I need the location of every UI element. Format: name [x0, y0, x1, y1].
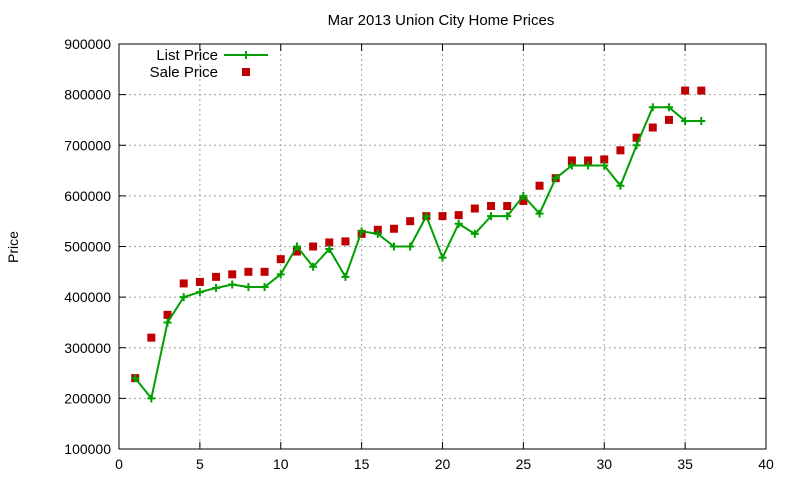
- list-price-point: [228, 280, 237, 289]
- list-price-point: [357, 227, 366, 236]
- y-tick-label: 600000: [64, 188, 111, 204]
- list-price-point: [438, 253, 447, 262]
- sale-price-point: [664, 115, 673, 124]
- list-price-point: [389, 242, 398, 251]
- list-price-point: [535, 209, 544, 218]
- sale-price-point: [179, 279, 188, 288]
- sale-price-point: [292, 247, 301, 256]
- list-price-point: [147, 394, 156, 403]
- sale-price-point: [535, 181, 544, 190]
- sale-price-point: [697, 86, 706, 95]
- sale-price-point: [600, 155, 609, 164]
- x-tick-label: 40: [758, 456, 774, 472]
- legend: List Price Sale Price: [150, 47, 268, 81]
- list-price-point: [260, 283, 269, 291]
- sale-price-point: [163, 310, 172, 319]
- x-tick-label: 20: [435, 456, 451, 472]
- y-tick-label: 200000: [64, 390, 111, 406]
- list-price-point: [276, 270, 285, 279]
- list-price-point: [406, 242, 415, 251]
- list-price-point: [454, 219, 463, 228]
- list-price-point: [584, 161, 593, 170]
- x-tick-label: 30: [596, 456, 612, 472]
- list-price-point: [632, 141, 641, 150]
- y-tick-label: 800000: [64, 87, 111, 103]
- sale-price-point: [681, 86, 690, 95]
- y-tick-label: 400000: [64, 289, 111, 305]
- list-price-point: [422, 212, 431, 221]
- list-price-point: [212, 284, 221, 293]
- sale-price-point: [195, 277, 204, 286]
- legend-label-sale-price: Sale Price: [150, 64, 218, 81]
- list-price-point: [567, 161, 576, 170]
- list-price-point: [163, 318, 172, 327]
- sale-price-point: [487, 202, 496, 210]
- list-price-point: [664, 103, 673, 112]
- sale-price-point: [309, 242, 318, 251]
- list-price-point: [519, 191, 528, 200]
- sale-price-point: [325, 238, 334, 247]
- sale-price-point: [503, 202, 512, 210]
- sale-price-point: [406, 217, 415, 226]
- sale-price-point: [616, 146, 625, 155]
- x-tick-label: 0: [115, 456, 123, 472]
- sale-price-point: [454, 211, 463, 220]
- y-tick-label: 700000: [64, 137, 111, 153]
- sale-price-point: [648, 123, 657, 132]
- plot-frame: [118, 43, 767, 450]
- list-price-point: [244, 283, 253, 291]
- legend-marker-sale-price: [242, 68, 250, 76]
- sale-price-point: [567, 156, 576, 165]
- legend-marker-list-price: [242, 51, 250, 59]
- x-tick-label: 15: [354, 456, 370, 472]
- list-price-point: [648, 103, 657, 112]
- x-tick-label: 35: [677, 456, 693, 472]
- list-price-point: [179, 293, 188, 302]
- sale-price-point: [470, 204, 479, 213]
- list-price-point: [487, 212, 496, 221]
- x-tick-label: 10: [273, 456, 289, 472]
- y-tick-label: 300000: [64, 340, 111, 356]
- y-axis-label: Price: [5, 231, 21, 263]
- y-tick-label: 100000: [64, 441, 111, 457]
- sale-price-point: [212, 272, 221, 281]
- y-tick-label: 500000: [64, 239, 111, 255]
- list-price-point: [503, 212, 512, 221]
- list-price-point: [470, 229, 479, 238]
- sale-price-point: [519, 196, 528, 205]
- list-price-line: [134, 106, 702, 400]
- list-price-point: [616, 181, 625, 190]
- sale-price-point: [389, 224, 398, 233]
- sale-price-point: [632, 133, 641, 142]
- x-tick-label: 25: [516, 456, 532, 472]
- list-price-point: [131, 374, 140, 383]
- sale-price-point: [276, 255, 285, 264]
- sale-price-point: [438, 212, 447, 221]
- list-price-point: [600, 161, 609, 170]
- y-tick-label: 900000: [64, 36, 111, 52]
- list-price-point: [309, 262, 318, 271]
- list-price-point: [551, 174, 560, 183]
- axis-ticks: 0 5 10 15 20 25 30 35 40 100000 200000 300000 400000…: [64, 36, 774, 472]
- sale-price-point: [341, 237, 350, 246]
- list-price-point: [325, 245, 334, 254]
- series-layer: [131, 86, 706, 403]
- sale-price-point: [228, 270, 237, 279]
- list-price-point: [681, 116, 690, 125]
- list-price-point: [373, 229, 382, 238]
- chart-title: Mar 2013 Union City Home Prices: [328, 12, 555, 29]
- sale-price-point: [244, 267, 253, 276]
- sale-price-point: [373, 225, 382, 234]
- list-price-point: [195, 288, 204, 297]
- list-price-point: [292, 242, 301, 251]
- list-price-point: [341, 272, 350, 281]
- sale-price-point: [260, 267, 269, 276]
- list-price-point: [697, 116, 706, 125]
- sale-price-point: [584, 156, 593, 165]
- x-tick-label: 5: [196, 456, 204, 472]
- sale-price-point: [147, 333, 156, 342]
- legend-label-list-price: List Price: [156, 47, 218, 64]
